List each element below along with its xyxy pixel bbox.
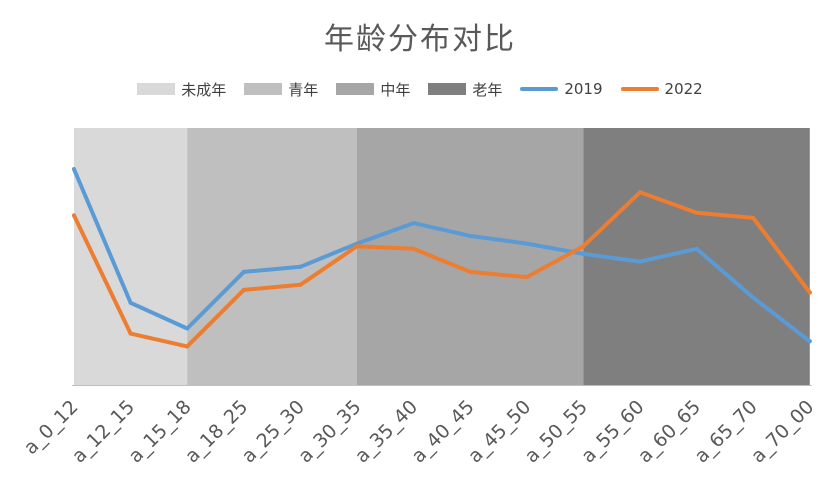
legend-label-band-0: 未成年 — [181, 80, 227, 99]
band-0 — [74, 128, 188, 385]
data-point-2022-11 — [694, 210, 699, 215]
data-point-2022-3 — [241, 287, 246, 292]
legend-swatch-band-0 — [137, 83, 176, 95]
data-point-2022-9 — [581, 244, 586, 249]
data-point-2022-13 — [807, 290, 812, 295]
data-point-2022-0 — [72, 213, 76, 218]
legend-item-band-1: 青年 — [244, 79, 318, 100]
chart-title: 年龄分布对比 — [324, 22, 516, 57]
data-point-2019-7 — [468, 233, 473, 238]
data-point-2019-4 — [298, 264, 303, 269]
data-point-2022-12 — [751, 215, 756, 220]
data-point-2019-0 — [72, 167, 76, 172]
legend-item-series-1: 2022 — [620, 80, 703, 98]
data-point-2019-2 — [185, 326, 190, 331]
data-point-2022-7 — [468, 269, 473, 274]
data-point-2022-5 — [355, 244, 359, 249]
data-point-2022-8 — [524, 275, 529, 280]
data-point-2022-10 — [638, 190, 642, 195]
legend-item-band-2: 中年 — [336, 79, 410, 100]
data-point-2019-1 — [128, 300, 133, 305]
legend-item-series-0: 2019 — [520, 80, 603, 98]
data-point-2022-2 — [185, 344, 190, 349]
data-point-2022-4 — [298, 282, 303, 287]
band-2 — [357, 128, 584, 385]
series-line-2022 — [72, 190, 812, 349]
legend-swatch-band-3 — [428, 83, 467, 95]
legend-label-series-0: 2019 — [564, 80, 603, 98]
data-point-2019-13 — [807, 339, 812, 344]
legend-label-band-1: 青年 — [288, 80, 319, 99]
data-point-2019-6 — [411, 221, 416, 226]
legend-swatch-series-1 — [620, 87, 659, 91]
data-point-2019-10 — [638, 259, 642, 264]
x-tick-label-13: a_70_00 — [747, 396, 818, 467]
legend-label-band-2: 中年 — [380, 80, 411, 99]
data-point-2019-11 — [694, 246, 699, 251]
data-point-2019-3 — [241, 269, 246, 274]
data-point-2019-9 — [581, 251, 586, 256]
band-1 — [187, 128, 357, 385]
legend-item-band-0: 未成年 — [137, 79, 226, 100]
legend-label-band-3: 老年 — [472, 80, 503, 99]
data-point-2019-12 — [751, 295, 756, 300]
legend-label-series-1: 2022 — [664, 80, 703, 98]
data-point-2022-6 — [411, 246, 416, 251]
legend-item-band-3: 老年 — [428, 79, 502, 100]
band-3 — [583, 128, 810, 385]
legend-swatch-series-0 — [520, 87, 559, 91]
data-point-2022-1 — [128, 331, 133, 336]
data-point-2019-8 — [524, 241, 529, 246]
legend-swatch-band-1 — [244, 83, 283, 95]
series-line-2019 — [72, 167, 812, 344]
legend-swatch-band-2 — [336, 83, 375, 95]
legend: 未成年 青年 中年 老年 2019 2022 — [0, 78, 840, 100]
